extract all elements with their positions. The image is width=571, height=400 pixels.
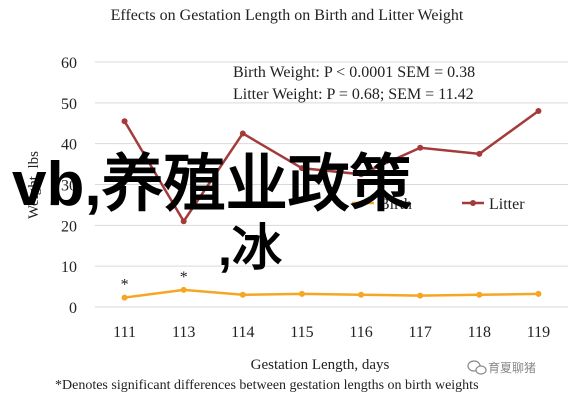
data-point-litter bbox=[417, 144, 424, 151]
watermark: 育夏聊猪 bbox=[467, 360, 536, 375]
y-tick-label: 10 bbox=[61, 259, 77, 276]
data-point-birth bbox=[298, 290, 305, 297]
legend-label-birth: Birth bbox=[379, 196, 412, 213]
legend-label-litter: Litter bbox=[489, 196, 525, 213]
significance-marker: * bbox=[180, 269, 188, 286]
x-tick-labels: 111 113 114 115 116 117 118 119 bbox=[113, 324, 550, 341]
legend-marker-birth bbox=[360, 200, 366, 206]
chart-title: Effects on Gestation Length on Birth and… bbox=[111, 7, 464, 24]
x-tick-label: 114 bbox=[231, 324, 254, 341]
data-point-litter bbox=[121, 118, 128, 125]
y-tick-label: 60 bbox=[61, 55, 77, 72]
y-tick-label: 40 bbox=[61, 137, 77, 154]
annotation-litter-weight: Litter Weight: P = 0.68; SEM = 11.42 bbox=[233, 86, 474, 103]
data-point-birth bbox=[180, 286, 187, 293]
y-tick-labels: 0 10 20 30 40 50 60 bbox=[61, 55, 77, 317]
x-tick-label: 117 bbox=[408, 324, 431, 341]
x-tick-label: 116 bbox=[349, 324, 372, 341]
data-point-litter bbox=[180, 218, 187, 225]
y-tick-label: 50 bbox=[61, 96, 77, 113]
series-layer bbox=[121, 108, 542, 301]
x-axis-label: Gestation Length, days bbox=[251, 357, 390, 373]
significance-marker: * bbox=[121, 277, 129, 294]
overlay-text-line1: vb,养殖业政策 bbox=[12, 150, 412, 219]
significance-markers: * * bbox=[121, 269, 188, 294]
data-point-litter bbox=[358, 171, 365, 178]
footnote: *Denotes significant differences between… bbox=[55, 378, 479, 393]
legend-marker-litter bbox=[470, 200, 476, 206]
data-point-litter bbox=[239, 130, 246, 137]
overlay-text-line2: ,冰 bbox=[218, 220, 283, 276]
annotation-birth-weight: Birth Weight: P < 0.0001 SEM = 0.38 bbox=[233, 64, 475, 81]
data-point-litter bbox=[476, 150, 483, 157]
x-tick-label: 111 bbox=[113, 324, 136, 341]
y-tick-label: 20 bbox=[61, 218, 77, 235]
y-tick-label: 30 bbox=[61, 178, 77, 195]
x-tick-label: 113 bbox=[172, 324, 195, 341]
x-tick-label: 119 bbox=[527, 324, 550, 341]
legend: Birth Litter bbox=[352, 196, 525, 213]
series-line-birth bbox=[124, 288, 539, 299]
data-point-birth bbox=[358, 291, 365, 298]
grid bbox=[95, 61, 568, 308]
x-tick-label: 115 bbox=[290, 324, 313, 341]
data-point-litter bbox=[535, 108, 542, 114]
wechat-icon bbox=[467, 360, 487, 375]
watermark-text: 育夏聊猪 bbox=[488, 360, 536, 375]
data-point-birth bbox=[239, 291, 246, 298]
y-tick-label: 0 bbox=[69, 300, 77, 317]
data-point-birth bbox=[417, 292, 424, 299]
x-tick-label: 118 bbox=[468, 324, 491, 341]
data-point-birth bbox=[476, 291, 483, 298]
y-axis-label: Weight, lbs bbox=[26, 151, 42, 219]
data-point-birth bbox=[121, 294, 128, 301]
series-line-litter bbox=[123, 109, 540, 224]
data-point-birth bbox=[535, 290, 542, 297]
data-point-litter bbox=[298, 165, 305, 172]
